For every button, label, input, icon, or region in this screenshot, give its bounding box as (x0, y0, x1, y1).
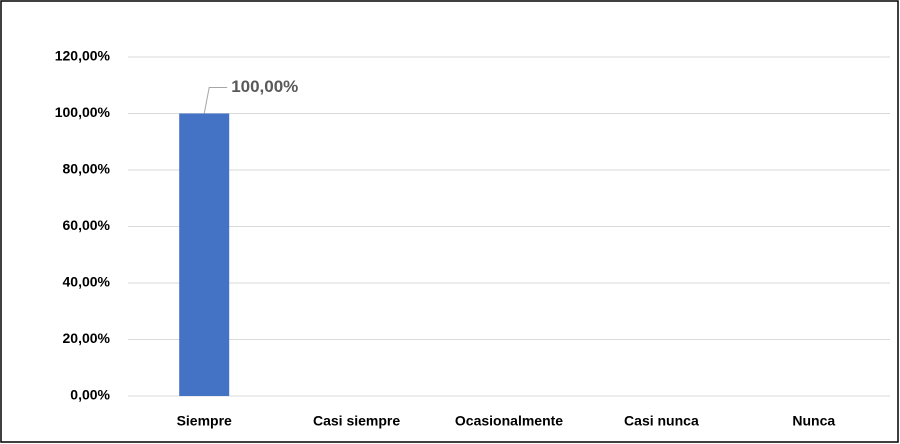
x-tick-label: Casi nunca (624, 413, 699, 429)
data-label: 100,00% (231, 77, 298, 96)
y-tick-label: 40,00% (63, 274, 111, 290)
bar (179, 113, 230, 396)
y-tick-label: 0,00% (70, 387, 110, 403)
x-tick-label: Casi siempre (313, 413, 400, 429)
x-tick-label: Ocasionalmente (455, 413, 563, 429)
y-tick-label: 100,00% (55, 104, 111, 120)
leader-line (203, 87, 228, 114)
y-tick-label: 80,00% (63, 161, 111, 177)
x-tick-label: Siempre (177, 413, 232, 429)
y-tick-label: 60,00% (63, 217, 111, 233)
y-tick-label: 120,00% (55, 48, 111, 64)
x-tick-label: Nunca (792, 413, 835, 429)
y-tick-label: 20,00% (63, 330, 111, 346)
